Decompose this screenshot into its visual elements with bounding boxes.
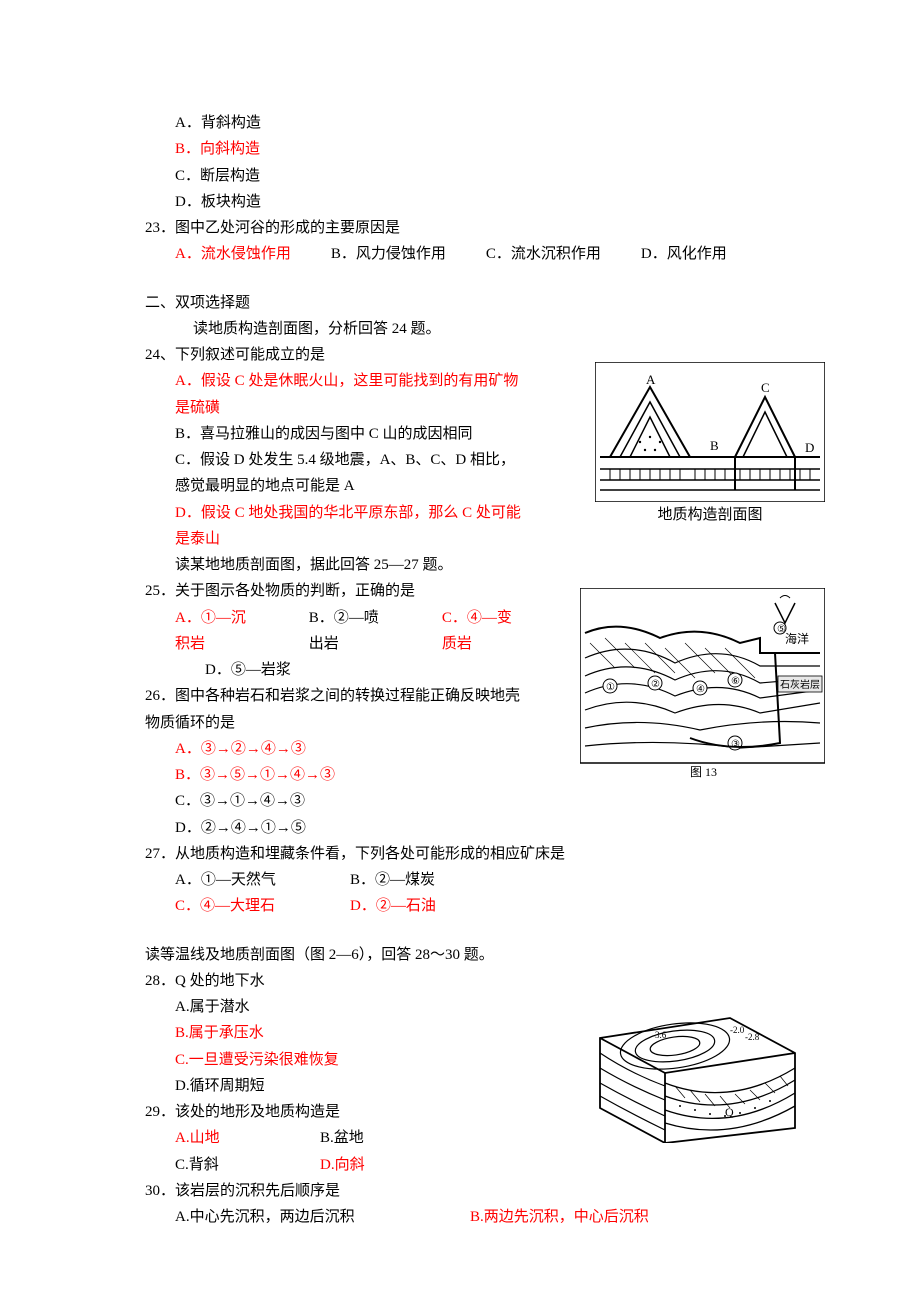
q26-opt-d: D．②→④→①→⑤ <box>145 815 525 841</box>
svg-text:④: ④ <box>696 684 705 695</box>
svg-text:-2.8: -2.8 <box>745 1032 760 1042</box>
q24-opt-b: B．喜马拉雅山的成因与图中 C 山的成因相同 <box>145 421 525 447</box>
limestone-label: 石灰岩层 <box>780 678 820 691</box>
svg-text:Q: Q <box>725 1105 734 1119</box>
q23-opt-d: D．风化作用 <box>641 241 727 267</box>
q28-opt-d: D.循环周期短 <box>145 1073 560 1099</box>
q29-opt-c: C.背斜 <box>175 1152 320 1178</box>
q30-opt-a: A.中心先沉积，两边后沉积 <box>175 1204 470 1230</box>
q25-stem: 25．关于图示各处物质的判断，正确的是 <box>145 578 525 604</box>
q24-opt-c: C．假设 D 处发生 5.4 级地震，A、B、C、D 相比，感觉最明显的地点可能… <box>145 447 525 500</box>
q28-figure: -3.6 -2.0 -2.8 Q <box>580 978 805 1143</box>
fig13-label: 图 13 <box>690 765 717 778</box>
label-a: A <box>646 372 656 387</box>
isotherm-section-diagram: -3.6 -2.0 -2.8 Q <box>580 978 805 1143</box>
q22-options: A．背斜构造 B．向斜构造 C．断层构造 D．板块构造 <box>145 110 805 215</box>
svg-text:⑥: ⑥ <box>731 676 740 687</box>
q23-opt-a: A．流水侵蚀作用 <box>175 241 291 267</box>
q22-opt-b: B．向斜构造 <box>145 136 805 162</box>
q30-opt-b: B.两边先沉积，中心后沉积 <box>470 1204 649 1230</box>
section-2-header: 二、双项选择题 读地质构造剖面图，分析回答 24 题。 <box>145 290 805 343</box>
q25-opt-b: B．②—喷出岩 <box>309 605 392 658</box>
q28-opt-c: C.一旦遭受污染很难恢复 <box>145 1047 560 1073</box>
q24-opt-d: D．假设 C 地处我国的华北平原东部，那么 C 处可能是泰山 <box>145 500 525 553</box>
q25-figure: 海洋 ⑤ 石灰 <box>580 588 825 778</box>
q28-stem: 28．Q 处的地下水 <box>145 968 560 994</box>
svg-text:-3.6: -3.6 <box>652 1030 667 1040</box>
q24-block: 24、下列叙述可能成立的是 A．假设 C 处是休眠火山，这里可能找到的有用矿物是… <box>145 342 805 552</box>
q28-opt-b: B.属于承压水 <box>145 1020 560 1046</box>
q27-opt-b: B．②—煤炭 <box>350 867 435 893</box>
q25-opt-a: A．①—沉积岩 <box>175 605 259 658</box>
q29-stem: 29．该处的地形及地质构造是 <box>145 1099 560 1125</box>
q24-figure: A C B D <box>595 362 825 528</box>
geology-section-diagram: A C B D <box>595 362 825 502</box>
label-b: B <box>710 438 719 453</box>
q27-opt-a: A．①—天然气 <box>175 867 350 893</box>
q26-opt-b: B．③→⑤→①→④→③ <box>145 762 525 788</box>
q30: 30．该岩层的沉积先后顺序是 A.中心先沉积，两边后沉积 B.两边先沉积，中心后… <box>145 1178 805 1231</box>
svg-text:②: ② <box>651 679 660 690</box>
sea-label: 海洋 <box>785 631 809 646</box>
q23-stem: 23．图中乙处河谷的形成的主要原因是 <box>145 215 805 241</box>
q29-opt-b: B.盆地 <box>320 1125 364 1151</box>
q22-opt-c: C．断层构造 <box>145 163 805 189</box>
svg-text:①: ① <box>606 682 615 693</box>
q26-opt-a: A．③→②→④→③ <box>145 736 525 762</box>
q28-intro: 读等温线及地质剖面图（图 2—6），回答 28～30 题。 <box>145 942 805 968</box>
q29-opt-a: A.山地 <box>175 1125 320 1151</box>
q27-opt-c: C．④—大理石 <box>175 893 350 919</box>
q29-opt-d: D.向斜 <box>320 1152 365 1178</box>
q25-opt-d: D．⑤—岩浆 <box>205 657 291 683</box>
q28-opt-a: A.属于潜水 <box>145 994 560 1020</box>
svg-text:③: ③ <box>731 739 740 750</box>
q24-opt-a: A．假设 C 处是休眠火山，这里可能找到的有用矿物是硫磺 <box>145 368 525 421</box>
q23-opt-c: C．流水沉积作用 <box>486 241 601 267</box>
svg-text:-2.0: -2.0 <box>730 1025 745 1035</box>
svg-text:⑤: ⑤ <box>777 624 786 635</box>
section-2-title: 二、双项选择题 <box>145 290 805 316</box>
q23-opt-b: B．风力侵蚀作用 <box>331 241 446 267</box>
q25-opt-c: C．④—变质岩 <box>442 605 525 658</box>
q25-intro: 读某地地质剖面图，据此回答 25—27 题。 <box>145 552 805 578</box>
label-c: C <box>761 380 770 395</box>
q28-30-block: 28．Q 处的地下水 A.属于潜水 B.属于承压水 C.一旦遭受污染很难恢复 D… <box>145 968 805 1178</box>
q30-stem: 30．该岩层的沉积先后顺序是 <box>145 1178 805 1204</box>
q26-opt-c: C．③→①→④→③ <box>145 788 525 814</box>
label-d: D <box>805 440 814 455</box>
q25-27-block: 25．关于图示各处物质的判断，正确的是 A．①—沉积岩 B．②—喷出岩 C．④—… <box>145 578 805 841</box>
q22-opt-a: A．背斜构造 <box>145 110 805 136</box>
q27-stem: 27．从地质构造和埋藏条件看，下列各处可能形成的相应矿床是 <box>145 841 805 867</box>
rock-cycle-diagram: 海洋 ⑤ 石灰 <box>580 588 825 778</box>
q24-stem: 24、下列叙述可能成立的是 <box>145 342 525 368</box>
q22-opt-d: D．板块构造 <box>145 189 805 215</box>
q26-stem: 26．图中各种岩石和岩浆之间的转换过程能正确反映地壳物质循环的是 <box>145 683 525 736</box>
section-2-intro: 读地质构造剖面图，分析回答 24 题。 <box>145 316 805 342</box>
q27: 27．从地质构造和埋藏条件看，下列各处可能形成的相应矿床是 A．①—天然气 B．… <box>145 841 805 920</box>
q24-caption: 地质构造剖面图 <box>595 502 825 528</box>
q23: 23．图中乙处河谷的形成的主要原因是 A．流水侵蚀作用 B．风力侵蚀作用 C．流… <box>145 215 805 268</box>
q27-opt-d: D．②—石油 <box>350 893 436 919</box>
